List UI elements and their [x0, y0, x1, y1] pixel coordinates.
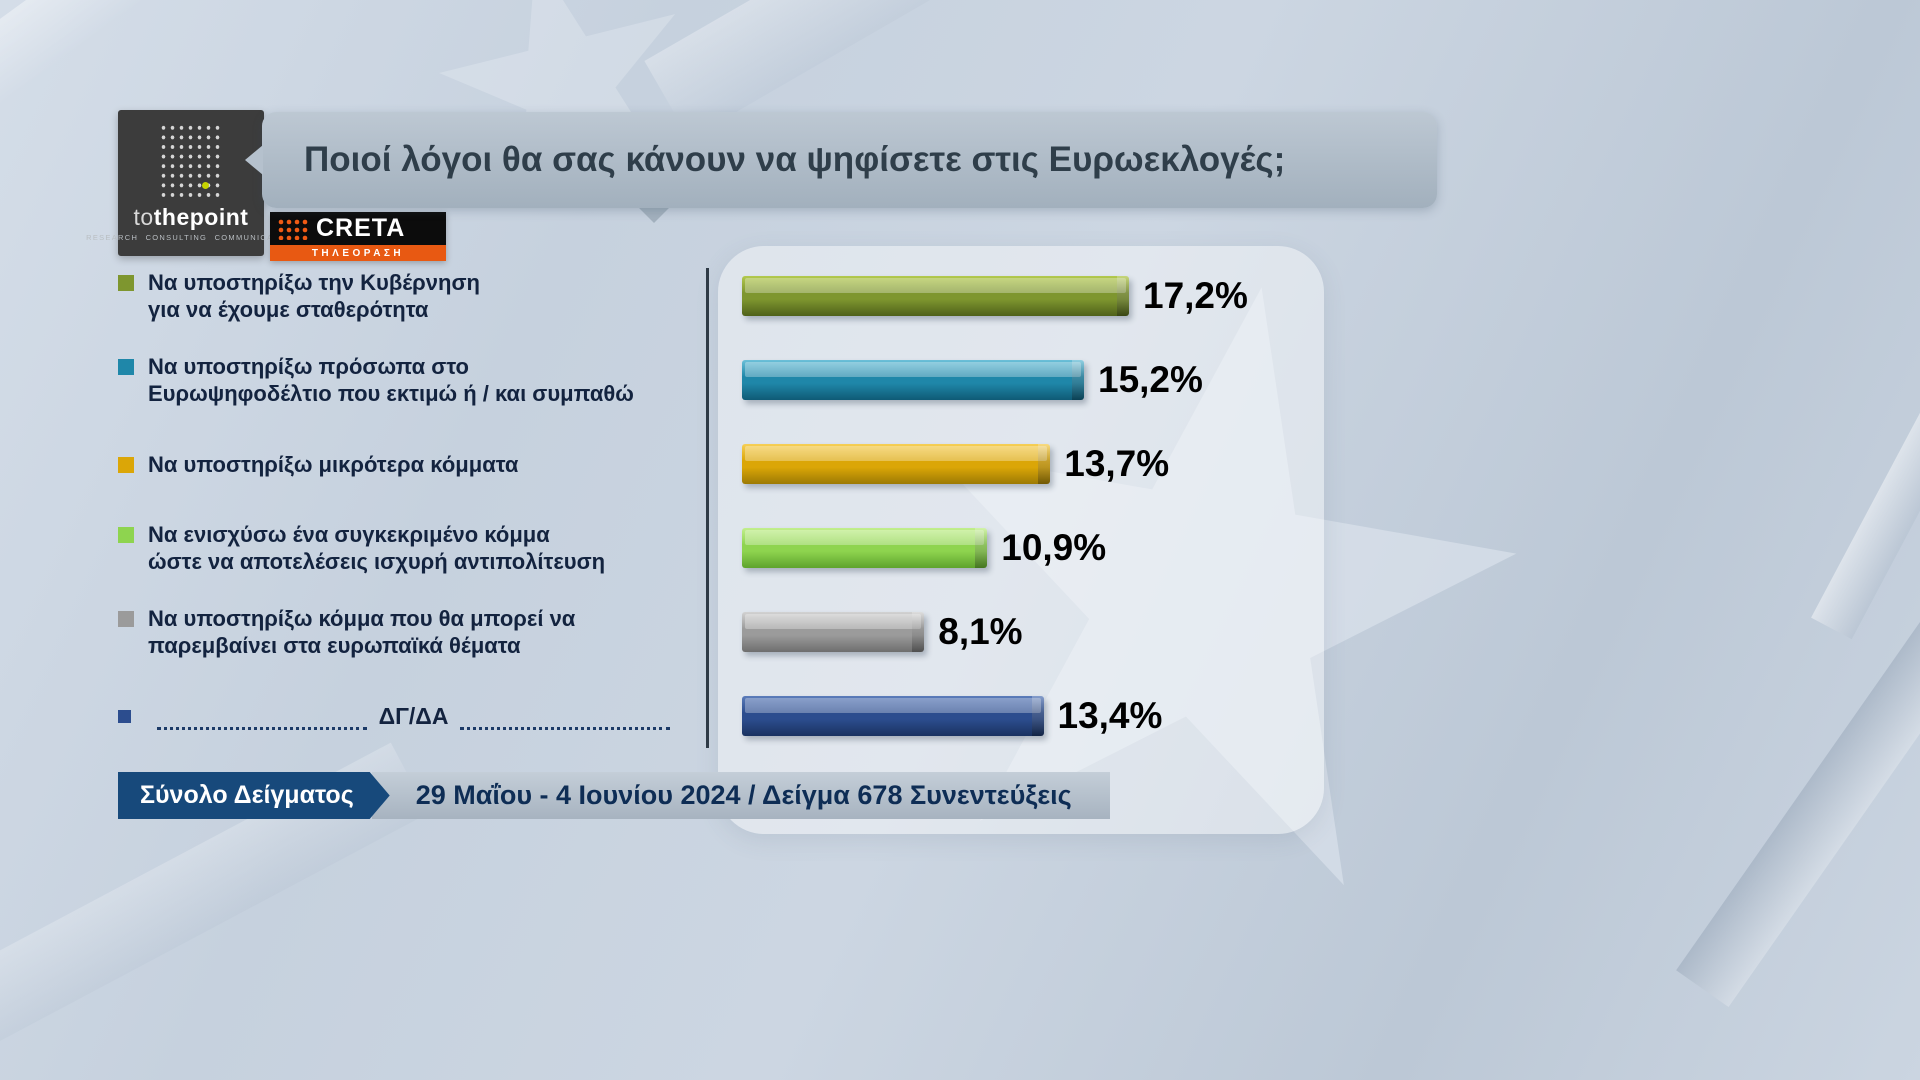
wordmark-point: point — [189, 204, 249, 230]
legend-label: ΔΓ/ΔΑ — [378, 702, 449, 729]
legend-label: Να υποστηρίξω κόμμα που θα μπορεί να παρ… — [148, 606, 576, 658]
chart-row: Να υποστηρίξω πρόσωπα στο Ευρωψηφοδέλτιο… — [118, 338, 1358, 422]
bar — [742, 276, 1129, 316]
bar — [742, 696, 1044, 736]
value-label: 8,1% — [938, 611, 1023, 652]
creta-logo-top: CRETA — [270, 212, 446, 245]
chart-rows: Να υποστηρίξω την Κυβέρνηση για να έχουμ… — [118, 254, 1358, 758]
chart-row: ΔΓ/ΔΑ 13,4% — [118, 674, 1358, 758]
sample-label: Σύνολο Δείγματος — [118, 772, 390, 819]
legend-bullet-icon — [118, 275, 134, 291]
legend-cell: Να υποστηρίξω κόμμα που θα μπορεί να παρ… — [118, 605, 706, 659]
value-label: 17,2% — [1143, 275, 1248, 316]
tothepoint-tagline: RESEARCH CONSULTING COMMUNICATION — [86, 233, 296, 242]
eu-star-watermark — [931, 287, 1517, 886]
bar — [742, 528, 988, 568]
creta-subtitle: ΤΗΛΕΟΡΑΣΗ — [311, 247, 405, 259]
creta-logo-dots-icon — [277, 217, 309, 240]
footer: Σύνολο Δείγματος 29 Μαΐου - 4 Ιουνίου 20… — [118, 772, 1110, 819]
bar-chart: Να υποστηρίξω την Κυβέρνηση για να έχουμ… — [118, 254, 1358, 758]
bar — [742, 444, 1051, 484]
chart-row: Να υποστηρίξω την Κυβέρνηση για να έχουμ… — [118, 254, 1358, 338]
sample-info: 29 Μαΐου - 4 Ιουνίου 2024 / Δείγμα 678 Σ… — [371, 772, 1110, 819]
tothepoint-logo: tothepoint RESEARCH CONSULTING COMMUNICA… — [86, 110, 295, 256]
legend-bullet-icon — [118, 611, 134, 627]
legend-cell: ΔΓ/ΔΑ — [118, 703, 706, 730]
legend-label: Να υποστηρίξω την Κυβέρνηση για να έχουμ… — [148, 270, 480, 322]
legend-cell: Να υποστηρίξω μικρότερα κόμματα — [118, 451, 706, 478]
creta-name: CRETA — [316, 214, 406, 242]
legend-bullet-icon — [118, 359, 134, 375]
bar — [742, 612, 925, 652]
chart-row: Να υποστηρίξω κόμμα που θα μπορεί να παρ… — [118, 590, 1358, 674]
chart-row: Να ενισχύσω ένα συγκεκριμένο κόμμα ώστε … — [118, 506, 1358, 590]
legend-bullet-icon — [118, 456, 134, 473]
wordmark-to: to — [133, 204, 154, 230]
creta-logo-strip: ΤΗΛΕΟΡΑΣΗ — [270, 245, 446, 261]
legend-label: Να υποστηρίξω μικρότερα κόμματα — [148, 451, 519, 477]
wordmark-the: the — [153, 204, 190, 230]
legend-label: Να υποστηρίξω πρόσωπα στο Ευρωψηφοδέλτιο… — [148, 354, 634, 406]
bar-cell: 17,2% — [706, 275, 1358, 317]
value-label: 10,9% — [1001, 527, 1107, 568]
bar — [742, 360, 1084, 400]
value-label: 13,7% — [1064, 443, 1170, 484]
bar-cell: 8,1% — [706, 611, 1358, 653]
legend-label: Να ενισχύσω ένα συγκεκριμένο κόμμα ώστε … — [148, 522, 606, 574]
bar-cell: 15,2% — [706, 359, 1358, 401]
page-title: Ποιοί λόγοι θα σας κάνουν να ψηφίσετε στ… — [304, 140, 1286, 179]
dotted-line — [157, 726, 367, 730]
value-label: 13,4% — [1057, 695, 1163, 736]
legend-bullet-icon — [118, 709, 131, 723]
legend-cell: Να υποστηρίξω πρόσωπα στο Ευρωψηφοδέλτιο… — [118, 353, 706, 407]
tothepoint-wordmark: tothepoint — [134, 205, 249, 229]
bar-cell: 10,9% — [706, 527, 1358, 569]
dotted-line — [460, 726, 671, 730]
chart-row: Να υποστηρίξω μικρότερα κόμματα 13,7% — [118, 422, 1358, 506]
bar-cell: 13,7% — [706, 443, 1358, 485]
logo-accent-dot-icon — [202, 182, 209, 189]
legend-cell: Να υποστηρίξω την Κυβέρνηση για να έχουμ… — [118, 269, 706, 323]
chart-divider — [706, 268, 709, 748]
tothepoint-logo-dots-icon — [159, 123, 223, 201]
creta-tv-logo: CRETA ΤΗΛΕΟΡΑΣΗ — [270, 212, 446, 261]
legend-cell: Να ενισχύσω ένα συγκεκριμένο κόμμα ώστε … — [118, 521, 706, 575]
value-label: 15,2% — [1098, 359, 1203, 400]
title-bubble: Ποιοί λόγοι θα σας κάνουν να ψηφίσετε στ… — [245, 112, 1437, 208]
bar-cell: 13,4% — [706, 695, 1358, 737]
legend-bullet-icon — [118, 527, 134, 543]
